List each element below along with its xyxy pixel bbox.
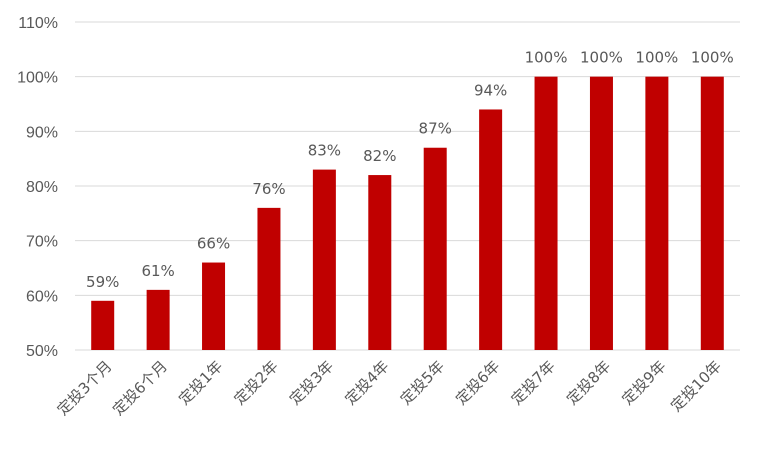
x-category-label: 定投3年 bbox=[286, 357, 337, 408]
data-label: 100% bbox=[525, 49, 568, 67]
bar bbox=[589, 76, 613, 351]
x-category-label: 定投1年 bbox=[175, 357, 226, 408]
y-tick-label: 90% bbox=[26, 124, 58, 141]
bar bbox=[645, 76, 669, 351]
bar bbox=[146, 289, 170, 350]
data-label: 76% bbox=[252, 180, 285, 198]
x-category-label: 定投6年 bbox=[452, 357, 503, 408]
bar bbox=[423, 147, 447, 350]
y-tick-label: 80% bbox=[26, 179, 58, 196]
y-tick-label: 50% bbox=[26, 343, 58, 360]
x-category-label: 定投6个月 bbox=[109, 357, 171, 419]
bar bbox=[368, 175, 392, 350]
x-category-label: 定投5年 bbox=[397, 357, 448, 408]
x-category-label: 定投7年 bbox=[508, 357, 559, 408]
x-category-label: 定投9年 bbox=[618, 357, 669, 408]
bar bbox=[534, 76, 558, 351]
y-tick-label: 60% bbox=[26, 288, 58, 305]
gridlines bbox=[75, 21, 740, 351]
data-label: 83% bbox=[308, 142, 341, 160]
bar bbox=[479, 109, 503, 350]
data-label: 59% bbox=[86, 273, 119, 291]
x-category-label: 定投4年 bbox=[341, 357, 392, 408]
x-category-label: 定投3个月 bbox=[54, 357, 116, 419]
data-label: 100% bbox=[635, 49, 678, 67]
y-tick-label: 70% bbox=[26, 234, 58, 251]
bar bbox=[312, 169, 336, 350]
y-tick-label: 110% bbox=[18, 15, 58, 32]
data-label: 87% bbox=[419, 120, 452, 138]
data-label: 66% bbox=[197, 235, 230, 253]
x-category-label: 定投10年 bbox=[667, 357, 725, 415]
bars bbox=[91, 76, 724, 351]
y-tick-label: 100% bbox=[17, 70, 58, 87]
x-category-label: 定投2年 bbox=[230, 357, 281, 408]
bar bbox=[91, 300, 115, 350]
data-labels: 59% 61% 66% 76% 83% 82% 87% 94% 100% 100% 100% 100% bbox=[86, 49, 734, 291]
bar bbox=[257, 207, 281, 350]
data-label: 61% bbox=[141, 262, 174, 280]
data-label: 82% bbox=[363, 147, 396, 165]
y-axis-tick-labels: 50% 60% 70% 80% 90% 100% 110% bbox=[17, 15, 58, 360]
data-label: 100% bbox=[691, 49, 734, 67]
bar bbox=[202, 262, 226, 350]
data-label: 100% bbox=[580, 49, 623, 67]
x-category-label: 定投8年 bbox=[563, 357, 614, 408]
data-label: 94% bbox=[474, 81, 507, 99]
bar bbox=[700, 76, 724, 351]
